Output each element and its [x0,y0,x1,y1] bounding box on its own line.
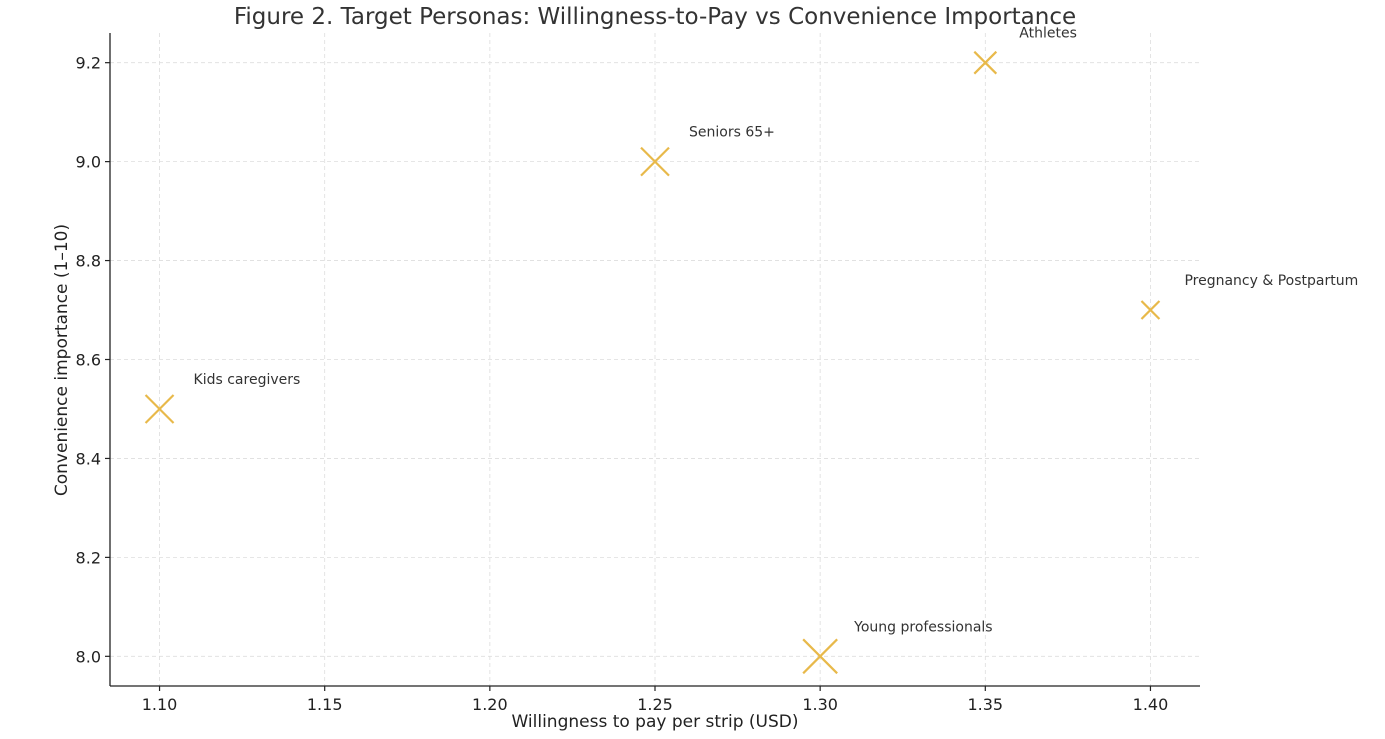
x-marker-stroke [144,394,175,424]
x-tick-label: 1.35 [967,695,1003,714]
x-tick-label: 1.40 [1133,695,1169,714]
y-tick-label: 8.2 [76,548,101,567]
data-point: Kids caregivers [144,372,301,424]
chart-title: Figure 2. Target Personas: Willingness-t… [234,4,1076,30]
data-point: Young professionals [802,619,993,675]
x-tick-label: 1.30 [802,695,838,714]
x-marker-stroke [1140,300,1161,320]
y-tick-label: 9.2 [76,54,101,73]
data-point: Athletes [973,26,1077,75]
data-point: Pregnancy & Postpartum [1140,273,1358,320]
y-tick-label: 8.6 [76,351,101,370]
x-marker-stroke [802,638,838,675]
x-marker-stroke [640,146,670,177]
point-label: Young professionals [853,619,992,635]
y-tick-label: 8.4 [76,449,101,468]
y-tick-label: 8.0 [76,647,101,666]
x-tick-label: 1.10 [142,695,178,714]
point-label: Seniors 65+ [689,125,775,141]
x-axis-ticks: 1.10 1.15 1.20 1.25 1.30 1.35 1.40 [142,686,1169,714]
x-axis-label: Willingness to pay per strip (USD) [511,712,798,732]
x-tick-label: 1.25 [637,695,673,714]
point-label: Kids caregivers [194,372,301,388]
grid [110,33,1200,686]
y-axis-label: Convenience importance (1–10) [52,224,72,496]
x-marker-stroke [973,50,998,75]
y-tick-label: 8.8 [76,252,101,271]
point-label: Pregnancy & Postpartum [1184,273,1358,289]
data-point: Seniors 65+ [640,125,775,177]
point-label: Athletes [1019,26,1077,42]
y-axis-ticks: 8.0 8.2 8.4 8.6 8.8 9.0 9.2 [76,54,110,666]
data-points: Kids caregivers Seniors 65+ Athletes Pregna… [144,26,1358,675]
y-tick-label: 9.0 [76,153,101,172]
x-tick-label: 1.15 [307,695,343,714]
x-tick-label: 1.20 [472,695,508,714]
